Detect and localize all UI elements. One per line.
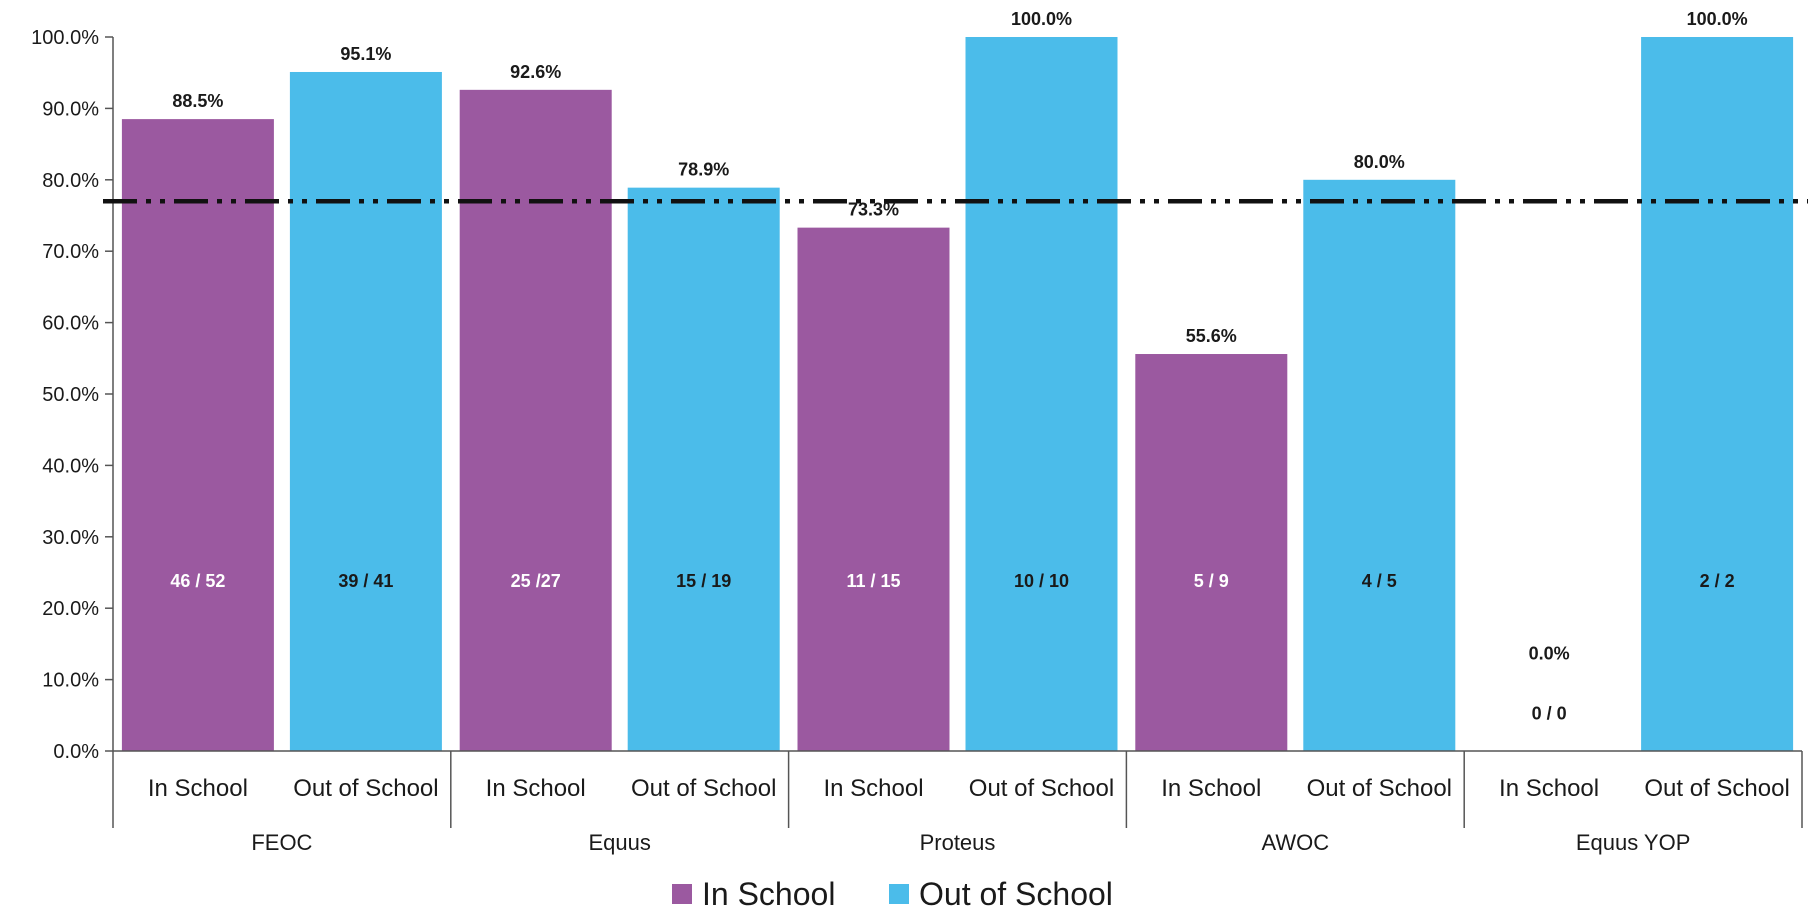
y-tick-label: 90.0% [42,98,99,120]
y-axis: 0.0% 10.0% 20.0% 30.0% 40.0% 50.0% 60.0% 70.0% 8… [31,27,114,763]
legend-swatch [889,884,909,904]
category-label: In School [1161,775,1261,802]
group-label: AWOC [1261,830,1329,855]
count-label: 39 / 41 [338,571,393,591]
x-axis: In School Out of School FEOC In School Out o… [112,750,1803,855]
legend: In School Out of School [672,876,1113,912]
y-tick-label: 70.0% [42,241,99,263]
category-label: Out of School [969,775,1114,802]
legend-swatch [672,884,692,904]
category-label: Out of School [1644,775,1789,802]
group-label: Equus [589,830,651,855]
category-label: Out of School [631,775,776,802]
value-label: 100.0% [1687,9,1748,29]
bar-in-school [797,227,950,751]
y-tick-label: 40.0% [42,455,99,477]
group-label: Proteus [920,830,996,855]
count-label: 15 / 19 [676,571,731,591]
value-label: 95.1% [340,44,391,64]
count-label: 10 / 10 [1014,571,1069,591]
value-label: 80.0% [1354,152,1405,172]
legend-label: Out of School [919,876,1113,912]
bar-in-school [121,119,274,752]
value-label: 88.5% [172,91,223,111]
value-label: 78.9% [678,160,729,180]
y-tick-label: 60.0% [42,313,99,335]
category-label: In School [823,775,923,802]
bar-in-school [1135,354,1288,751]
count-label: 0 / 0 [1532,704,1567,724]
count-label: 11 / 15 [846,571,900,591]
value-label: 55.6% [1186,326,1237,346]
value-label: 100.0% [1011,9,1072,29]
value-label: 0.0% [1529,644,1570,664]
y-tick-label: 0.0% [53,741,99,763]
group-label: Equus YOP [1576,830,1691,855]
category-label: In School [1499,775,1599,802]
category-label: Out of School [1307,775,1452,802]
bar-in-school [459,89,612,751]
count-label: 2 / 2 [1700,571,1735,591]
bar-out-of-school [1641,37,1794,751]
value-label: 92.6% [510,62,561,82]
count-label: 25 /27 [511,571,561,591]
y-tick-label: 80.0% [42,170,99,192]
y-tick-label: 50.0% [42,384,99,406]
category-label: Out of School [293,775,438,802]
data-labels: 88.5% 46 / 52 95.1% 39 / 41 92.6% 25 /27 78.9%… [170,9,1747,724]
bar-out-of-school [289,71,442,751]
y-tick-label: 100.0% [31,27,99,49]
count-label: 5 / 9 [1194,571,1229,591]
category-label: In School [148,775,248,802]
value-label: 73.3% [848,200,899,220]
bar-out-of-school [1303,179,1456,752]
bars [121,37,1794,752]
y-tick-label: 10.0% [42,670,99,692]
category-label: In School [486,775,586,802]
count-label: 4 / 5 [1362,571,1397,591]
group-label: FEOC [251,830,312,855]
bar-out-of-school [627,187,780,752]
y-tick-label: 30.0% [42,527,99,549]
bar-out-of-school [965,37,1118,751]
count-label: 46 / 52 [170,571,225,591]
y-tick-label: 20.0% [42,598,99,620]
legend-label: In School [702,876,835,912]
